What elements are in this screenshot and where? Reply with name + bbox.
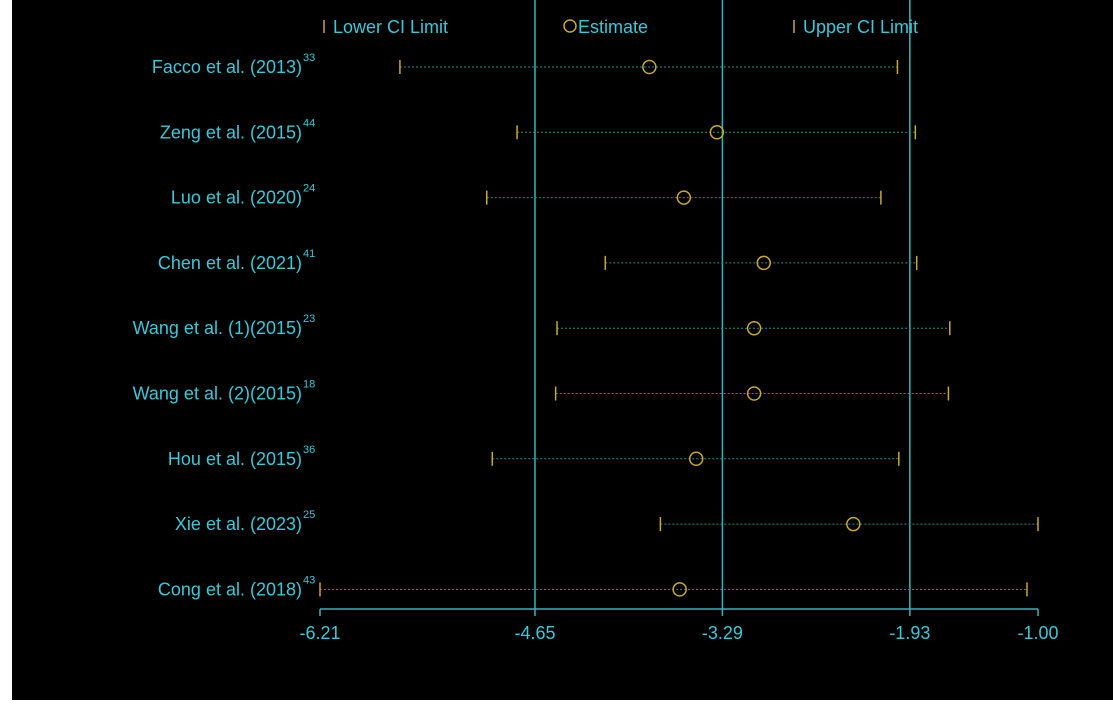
x-tick-label: -4.65 — [514, 623, 555, 643]
forest-plot: Lower CI Limit Estimate Upper CI Limit -6.… — [12, 0, 1113, 700]
legend: Lower CI Limit Estimate Upper CI Limit — [323, 17, 918, 37]
legend-label: Upper CI Limit — [803, 17, 918, 37]
study-label: Zeng et al. (2015) — [160, 122, 302, 142]
study-row: Facco et al. (2013) 33 — [152, 52, 899, 77]
study-row: Wang et al. (1)(2015) 23 — [133, 313, 951, 338]
forest-plot-svg: Lower CI Limit Estimate Upper CI Limit -6.… — [133, 0, 1059, 643]
study-label: Hou et al. (2015) — [168, 449, 302, 469]
x-axis: -6.21 -4.65 -3.29 -1.93 -1.00 — [299, 608, 1059, 643]
study-reference-superscript: 36 — [303, 444, 315, 456]
estimate-marker — [672, 582, 687, 597]
study-reference-superscript: 43 — [303, 574, 315, 586]
study-row: Luo et al. (2020) 24 — [171, 183, 882, 208]
study-label: Cong et al. (2018) — [158, 579, 302, 599]
study-reference-superscript: 18 — [303, 379, 315, 391]
estimate-marker — [688, 451, 704, 467]
estimate-marker — [746, 386, 762, 401]
study-reference-superscript: 33 — [303, 52, 315, 64]
estimate-marker — [642, 59, 657, 75]
study-reference-superscript: 25 — [303, 509, 315, 521]
estimate-marker — [756, 255, 772, 271]
legend-circle-marker — [563, 19, 577, 33]
study-row: Xie et al. (2023) 25 — [175, 509, 1039, 534]
reference-lines — [534, 0, 911, 609]
study-label: Facco et al. (2013) — [152, 57, 302, 77]
legend-label: Estimate — [578, 17, 648, 37]
study-label: Wang et al. (2)(2015) — [133, 384, 302, 404]
study-row: Zeng et al. (2015) 44 — [160, 117, 917, 142]
study-reference-superscript: 44 — [303, 117, 315, 129]
estimate-marker — [709, 125, 725, 140]
study-label: Luo et al. (2020) — [171, 188, 302, 208]
study-reference-superscript: 41 — [303, 248, 315, 260]
study-row: Hou et al. (2015) 36 — [168, 444, 900, 469]
study-row: Cong et al. (2018) 43 — [158, 574, 1028, 599]
x-tick-label: -3.29 — [702, 623, 743, 643]
study-label: Xie et al. (2023) — [175, 514, 302, 534]
study-reference-superscript: 23 — [303, 313, 315, 325]
estimate-marker — [676, 190, 692, 205]
estimate-marker — [746, 320, 762, 336]
study-label: Wang et al. (1)(2015) — [133, 318, 302, 338]
study-row: Wang et al. (2)(2015) 18 — [133, 379, 950, 404]
x-tick-label: -1.93 — [889, 623, 930, 643]
estimate-marker — [846, 516, 861, 532]
study-label: Chen et al. (2021) — [158, 253, 302, 273]
x-tick-label: -6.21 — [299, 623, 340, 643]
study-row: Chen et al. (2021) 41 — [158, 248, 918, 273]
legend-label: Lower CI Limit — [333, 17, 448, 37]
study-reference-superscript: 24 — [303, 183, 315, 195]
x-tick-label: -1.00 — [1017, 623, 1058, 643]
